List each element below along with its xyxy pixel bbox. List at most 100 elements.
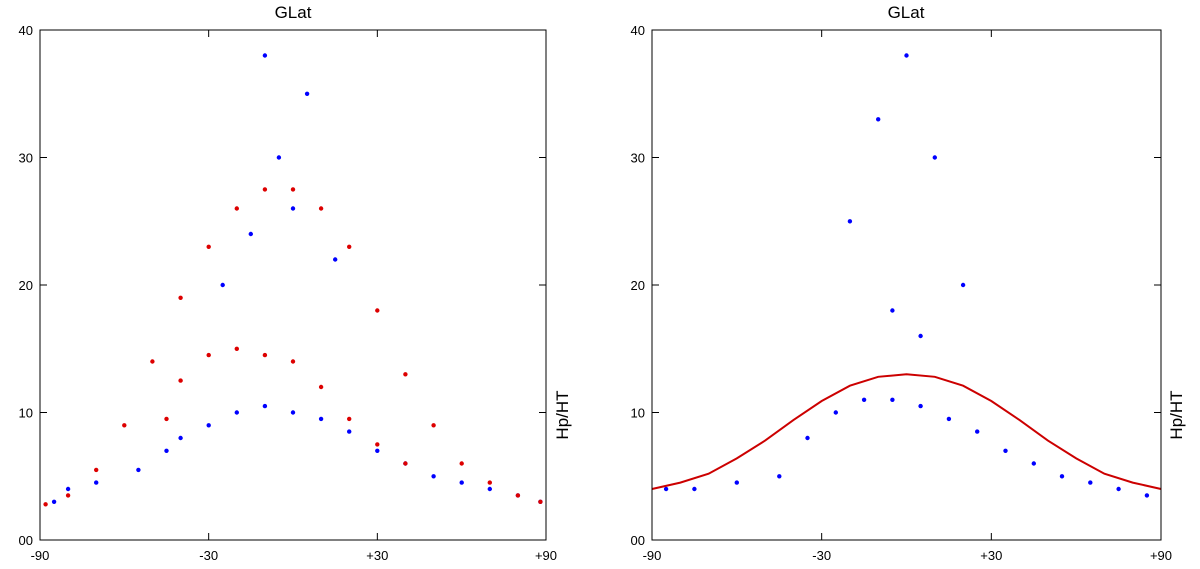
data-point — [290, 206, 296, 211]
data-point — [304, 91, 310, 97]
data-point — [403, 372, 408, 377]
left-panel: GLat -90 -30 +30 +90 00 10 20 30 40 Hp/HT — [19, 3, 572, 563]
data-point — [459, 461, 464, 466]
data-point — [206, 352, 211, 358]
data-point — [290, 187, 296, 192]
y-tick-label: 00 — [19, 533, 33, 548]
data-point — [234, 346, 239, 351]
data-point — [487, 480, 492, 485]
data-point — [975, 429, 980, 434]
data-point — [347, 244, 352, 249]
data-point — [290, 410, 296, 415]
data-point — [1031, 461, 1037, 466]
data-point — [890, 308, 895, 313]
left-panel-title: GLat — [275, 3, 312, 22]
data-point — [1059, 474, 1065, 479]
data-point — [833, 410, 838, 415]
data-point — [318, 416, 324, 422]
y-tick-label: 30 — [631, 151, 645, 166]
x-tick-label: +90 — [535, 548, 557, 563]
y-tick-label: 10 — [19, 406, 33, 421]
data-point — [1144, 493, 1150, 498]
data-point — [178, 378, 183, 383]
data-point — [515, 493, 521, 498]
y-tick-label: 40 — [631, 23, 645, 38]
data-point — [164, 448, 169, 453]
data-point — [847, 219, 853, 224]
data-point — [1116, 486, 1121, 492]
data-point — [276, 155, 282, 160]
data-point — [403, 461, 408, 466]
x-tick-label: +90 — [1150, 548, 1172, 563]
data-point — [262, 352, 268, 358]
right-y-axis-label: Hp/HT — [1167, 390, 1186, 439]
y-tick-label: 10 — [631, 406, 645, 421]
data-point — [692, 486, 697, 492]
data-point — [43, 502, 48, 507]
data-point — [51, 499, 57, 504]
data-point — [234, 206, 239, 211]
data-point — [150, 359, 155, 364]
data-point — [904, 53, 909, 58]
right-panel: GLat -90 -30 +30 +90 00 10 20 30 40 Hp/HT — [631, 3, 1186, 563]
data-point — [248, 231, 253, 237]
data-point — [164, 416, 169, 422]
y-tick-label: 00 — [631, 533, 645, 548]
data-point — [206, 244, 211, 249]
data-point — [318, 206, 324, 211]
data-point — [220, 282, 225, 288]
data-point — [538, 499, 543, 504]
data-point — [122, 423, 127, 428]
data-point — [375, 308, 380, 313]
data-point — [375, 448, 380, 453]
data-point — [1088, 480, 1093, 485]
y-tick-label: 30 — [19, 151, 33, 166]
data-point — [94, 467, 99, 473]
data-point — [861, 397, 867, 402]
x-tick-label: -30 — [199, 548, 218, 563]
data-point — [262, 187, 268, 192]
data-point — [94, 480, 99, 485]
x-tick-label: +30 — [366, 548, 388, 563]
data-point — [290, 359, 296, 364]
data-point — [178, 295, 183, 300]
data-point — [136, 467, 141, 473]
right-points — [663, 53, 1150, 498]
data-point — [318, 384, 324, 390]
data-point — [375, 442, 380, 447]
left-y-axis-label: Hp/HT — [553, 390, 572, 439]
x-tick-label: -30 — [812, 548, 831, 563]
data-point — [805, 435, 810, 441]
data-point — [663, 486, 669, 492]
data-point — [262, 53, 268, 58]
y-tick-label: 20 — [631, 278, 645, 293]
data-point — [65, 493, 71, 498]
data-point — [234, 410, 239, 415]
data-point — [487, 486, 492, 492]
x-tick-label: +30 — [980, 548, 1002, 563]
x-tick-label: -90 — [643, 548, 662, 563]
data-point — [932, 155, 937, 160]
right-ticks: -90 -30 +30 +90 00 10 20 30 40 — [631, 23, 1173, 563]
data-point — [946, 416, 952, 422]
left-plot-frame — [39, 29, 547, 541]
data-point — [459, 480, 464, 485]
data-point — [206, 423, 211, 428]
left-ticks: -90 -30 +30 +90 00 10 20 30 40 — [19, 23, 558, 563]
data-point — [431, 474, 436, 479]
left-points — [43, 53, 543, 507]
data-point — [918, 403, 923, 409]
right-panel-title: GLat — [888, 3, 925, 22]
right-fit-curve — [651, 373, 1162, 490]
y-tick-label: 20 — [19, 278, 33, 293]
data-point — [1003, 448, 1008, 453]
data-point — [876, 117, 881, 122]
data-point — [347, 429, 352, 434]
data-point — [347, 416, 352, 422]
data-point — [431, 423, 436, 428]
data-point — [333, 257, 338, 262]
x-tick-label: -90 — [31, 548, 50, 563]
data-point — [918, 333, 923, 339]
data-point — [178, 435, 183, 441]
